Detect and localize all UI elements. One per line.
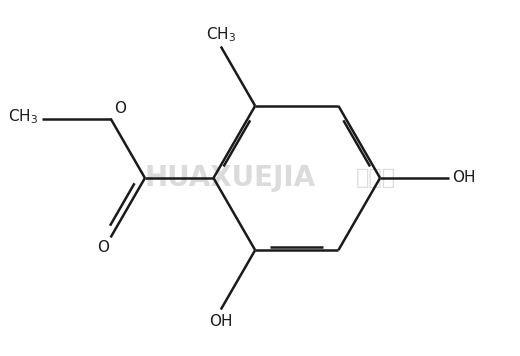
Text: HUAXUEJIA: HUAXUEJIA: [145, 164, 316, 192]
Text: OH: OH: [452, 171, 476, 185]
Text: O: O: [97, 240, 109, 255]
Text: 化学加: 化学加: [356, 168, 396, 188]
Text: O: O: [114, 101, 126, 116]
Text: OH: OH: [209, 314, 232, 329]
Text: CH$_3$: CH$_3$: [8, 107, 38, 126]
Text: CH$_3$: CH$_3$: [206, 25, 236, 43]
